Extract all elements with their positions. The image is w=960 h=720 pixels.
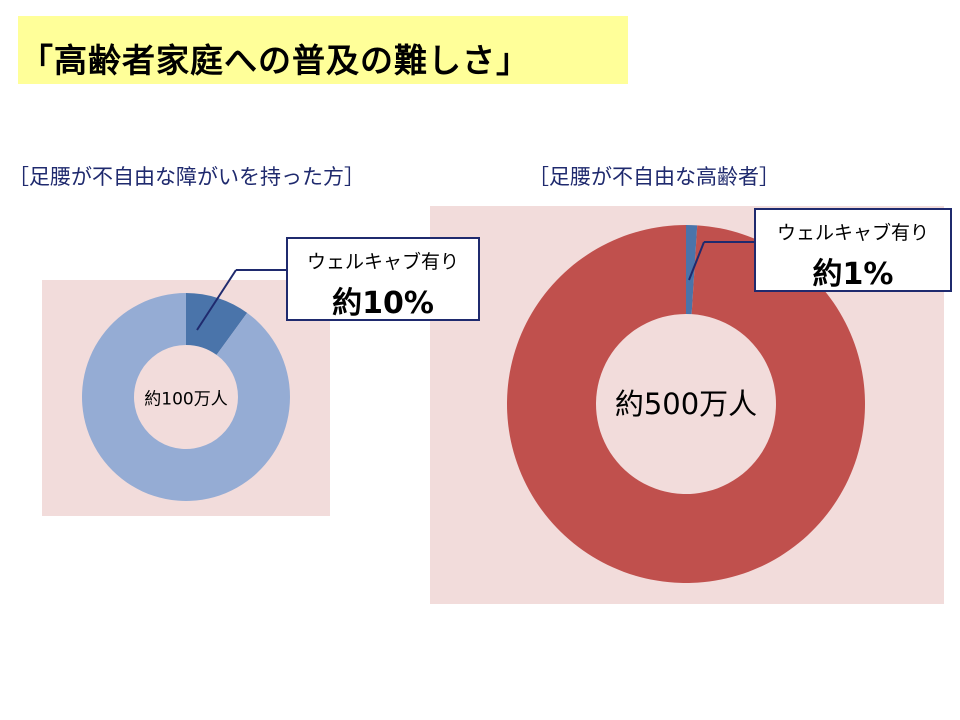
- callout-value: 約1%: [812, 257, 894, 292]
- chart-title-disabled: ［足腰が不自由な障がいを持った方］: [8, 165, 365, 189]
- callout-label: ウェルキャブ有り: [306, 251, 459, 273]
- donut-center-label-disabled: 約100万人: [144, 389, 228, 410]
- donut-slice-elderly-1: [506, 225, 865, 584]
- donut-slice-disabled-1: [81, 293, 291, 502]
- callout-box-disabled: ウェルキャブ有り 約10%: [286, 237, 480, 321]
- callout-box-elderly: ウェルキャブ有り 約1%: [754, 208, 952, 292]
- callout-value: 約10%: [332, 286, 434, 321]
- chart-title-elderly: ［足腰が不自由な高齢者］: [528, 165, 780, 189]
- donut-center-label-elderly: 約500万人: [614, 387, 758, 421]
- page-title: 「高齢者家庭への普及の難しさ」: [20, 41, 530, 80]
- title-banner: [18, 16, 628, 84]
- callout-label: ウェルキャブ有り: [776, 222, 929, 244]
